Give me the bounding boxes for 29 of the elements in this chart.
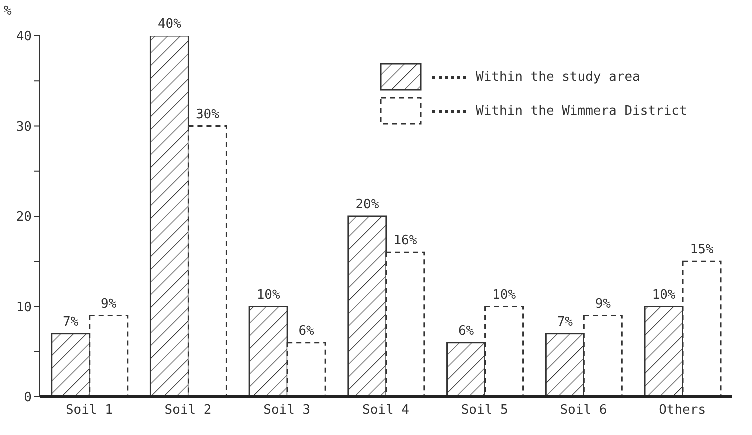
data-label: 6%: [298, 324, 315, 339]
data-label: 7%: [63, 314, 79, 330]
data-label: 9%: [101, 296, 117, 312]
data-label: 7%: [557, 314, 574, 330]
x-tick-label: Soil 6: [560, 403, 608, 418]
x-tick-label: Soil 5: [461, 403, 508, 418]
data-label: 15%: [690, 242, 714, 258]
y-tick-label: 30: [16, 120, 32, 135]
data-label: 16%: [394, 234, 418, 249]
legend-label: Within the Wimmera District: [476, 104, 688, 118]
data-label: 30%: [196, 107, 220, 122]
data-label: 40%: [158, 17, 182, 32]
data-label: 20%: [356, 198, 380, 212]
x-tick-label: Soil 4: [362, 403, 410, 418]
y-tick-label: 0: [24, 390, 32, 406]
data-label: 10%: [652, 288, 676, 303]
y-tick-label: 40: [16, 30, 32, 45]
y-axis-title: %: [4, 4, 12, 19]
data-label: 10%: [492, 288, 516, 303]
x-tick-label: Soil 1: [66, 403, 113, 418]
x-tick-label: Soil 3: [264, 403, 311, 418]
y-tick-label: 10: [16, 300, 32, 316]
data-label: 9%: [595, 296, 612, 312]
legend-label: Within the study area: [476, 70, 640, 84]
y-tick-label: 20: [16, 210, 32, 226]
data-label: 10%: [256, 288, 280, 303]
x-tick-label: Others: [659, 403, 706, 418]
data-label: 6%: [458, 324, 474, 339]
x-tick-label: Soil 2: [164, 403, 212, 418]
